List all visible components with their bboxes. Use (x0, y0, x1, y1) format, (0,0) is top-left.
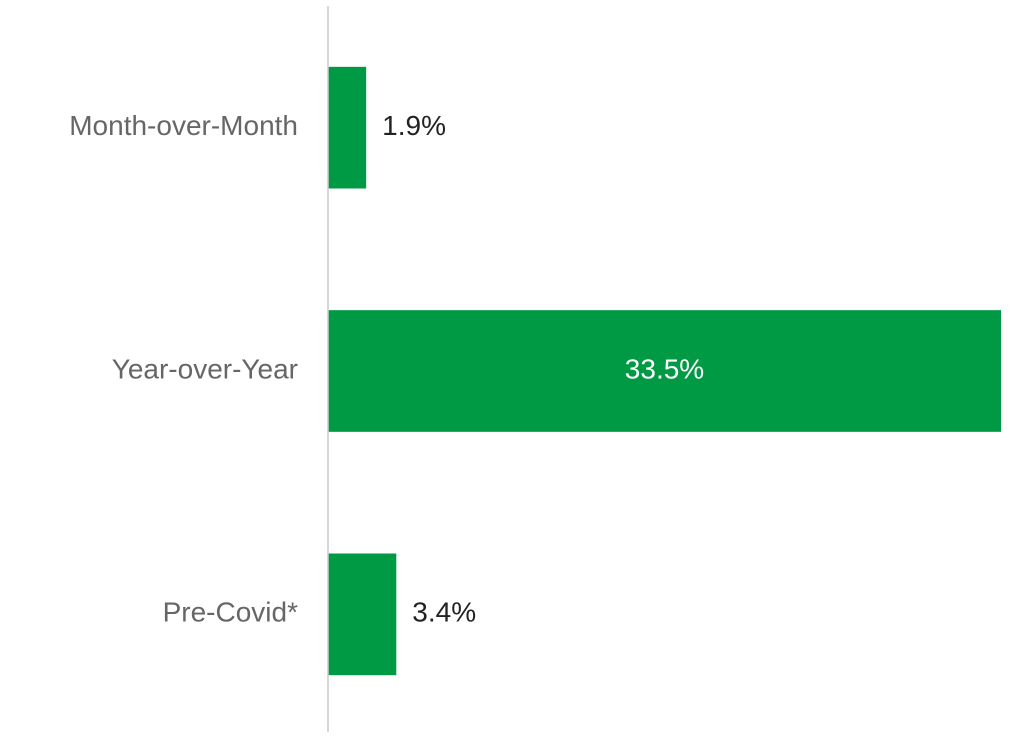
bar (328, 310, 1001, 432)
y-tick-label: Month-over-Month (69, 110, 298, 141)
y-tick-label: Year-over-Year (112, 353, 298, 384)
data-label: 3.4% (412, 597, 476, 628)
data-label: 1.9% (382, 110, 446, 141)
bar (328, 66, 367, 189)
y-tick-label: Pre-Covid* (163, 597, 298, 628)
bar (328, 553, 397, 676)
data-label: 33.5% (625, 353, 704, 384)
